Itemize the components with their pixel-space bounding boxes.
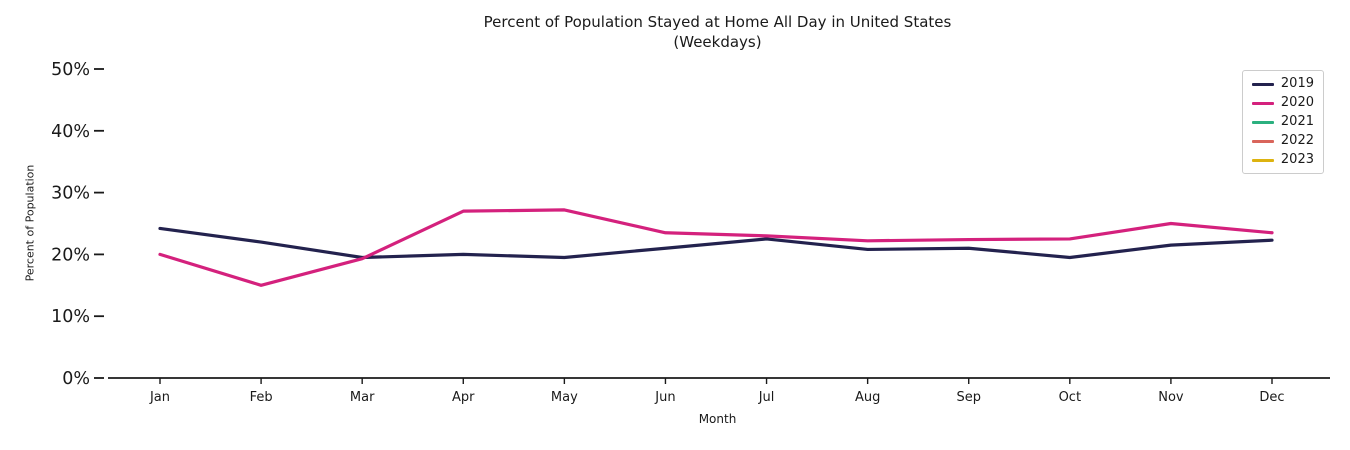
legend-item-2022: 2022: [1251, 133, 1314, 149]
legend-label: 2022: [1280, 133, 1314, 148]
legend-item-2020: 2020: [1251, 95, 1314, 111]
legend-line-swatch: [1251, 82, 1274, 86]
x-axis-label: Month: [698, 412, 737, 426]
x-tick-label: Nov: [1158, 390, 1184, 405]
y-tick-label: 30%: [51, 184, 90, 204]
x-tick-label: May: [551, 390, 578, 405]
legend-item-2021: 2021: [1251, 114, 1314, 130]
legend-label: 2020: [1280, 95, 1314, 110]
series-line-2019: [158, 226, 1274, 260]
series-line-2020: [158, 208, 1274, 287]
x-tick-label: Jul: [758, 390, 775, 405]
x-tick-label: Apr: [452, 390, 475, 405]
chart-title-block: Percent of Population Stayed at Home All…: [110, 12, 1325, 52]
legend-item-2023: 2023: [1251, 152, 1314, 168]
x-tick-label: Sep: [956, 390, 981, 405]
y-tick-label: 0%: [62, 369, 90, 389]
x-tick-label: Jun: [654, 390, 675, 405]
x-tick-label: Mar: [350, 390, 375, 405]
chart-title: Percent of Population Stayed at Home All…: [483, 13, 952, 31]
legend-line-swatch: [1251, 158, 1274, 162]
legend: 2019 2020 2021 2022 2023: [1241, 70, 1324, 174]
legend-label: 2019: [1280, 76, 1314, 91]
y-tick-label: 20%: [51, 245, 90, 265]
x-tick-label: Oct: [1059, 390, 1081, 405]
legend-label: 2023: [1280, 152, 1314, 167]
x-tick-label: Aug: [855, 390, 880, 405]
x-tick-label: Jan: [149, 390, 170, 405]
y-tick-label: 10%: [51, 307, 90, 327]
legend-line-swatch: [1251, 101, 1274, 105]
x-tick-label: Feb: [250, 390, 273, 405]
legend-line-swatch: [1251, 120, 1274, 124]
legend-label: 2021: [1280, 114, 1314, 129]
y-tick-label: 50%: [51, 60, 90, 80]
x-tick-label: Dec: [1259, 390, 1284, 405]
legend-item-2019: 2019: [1251, 76, 1314, 92]
legend-line-swatch: [1251, 139, 1274, 143]
chart-subtitle: (Weekdays): [673, 33, 762, 51]
y-tick-label: 40%: [51, 122, 90, 142]
